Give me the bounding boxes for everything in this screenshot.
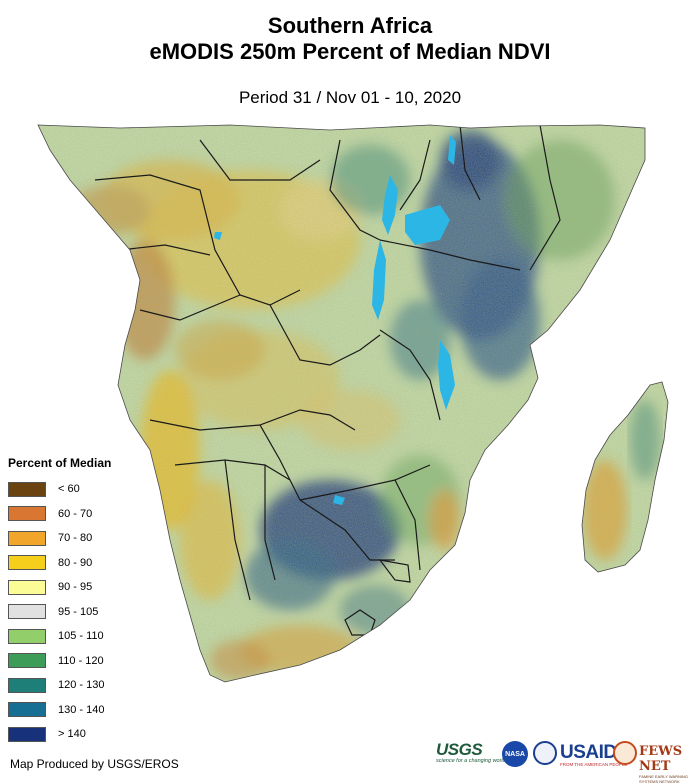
map-credit: Map Produced by USGS/EROS — [10, 757, 179, 771]
madagascar-coast — [581, 381, 669, 573]
legend-swatch — [8, 555, 46, 571]
legend-item: 95 - 105 — [8, 600, 148, 625]
legend-item: 105 - 110 — [8, 624, 148, 649]
legend-swatch — [8, 604, 46, 620]
legend-item: 130 - 140 — [8, 698, 148, 723]
legend-swatch — [8, 702, 46, 718]
fews-seal-icon — [613, 741, 637, 765]
legend-label: 90 - 95 — [58, 581, 93, 594]
usaid-tagline: FROM THE AMERICAN PEOPLE — [560, 762, 628, 767]
ndvi-map — [0, 120, 700, 760]
map-canvas — [37, 124, 669, 683]
legend-swatch — [8, 481, 46, 497]
legend-label: 105 - 110 — [58, 630, 104, 643]
legend-label: 80 - 90 — [58, 556, 93, 569]
legend-swatch — [8, 506, 46, 522]
fews-tagline: FAMINE EARLY WARNING SYSTEMS NETWORK — [639, 774, 689, 784]
legend-item: < 60 — [8, 477, 148, 502]
legend-item: 110 - 120 — [8, 649, 148, 674]
legend-title: Percent of Median — [8, 456, 112, 470]
legend-swatch — [8, 579, 46, 595]
map-period: Period 31 / Nov 01 - 10, 2020 — [238, 88, 462, 107]
legend-label: 60 - 70 — [58, 507, 93, 520]
usgs-tagline: science for a changing world — [436, 758, 506, 764]
legend-swatch — [8, 530, 46, 546]
legend-label: < 60 — [58, 483, 80, 496]
country-borders — [94, 125, 561, 636]
usaid-seal-icon — [533, 741, 557, 765]
usgs-wordmark: USGS — [436, 740, 483, 759]
legend-label: 70 - 80 — [58, 532, 93, 545]
legend-item: 120 - 130 — [8, 673, 148, 698]
legend-label: 95 - 105 — [58, 605, 99, 618]
coastline — [37, 124, 646, 683]
legend-label: 110 - 120 — [58, 654, 104, 667]
usaid-logo: USAID FROM THE AMERICAN PEOPLE — [560, 742, 627, 767]
usgs-logo: USGS science for a changing world — [436, 740, 506, 764]
legend-label: > 140 — [58, 728, 86, 741]
legend: Percent of Median < 60 60 - 70 70 - 80 80 -… — [8, 456, 148, 747]
legend-item: 70 - 80 — [8, 526, 148, 551]
fews-net-logo: FEWS NET FAMINE EARLY WARNING SYSTEMS NE… — [639, 744, 698, 784]
legend-rows: < 60 60 - 70 70 - 80 80 - 90 90 - 95 95 - 105… — [8, 477, 148, 747]
legend-item: 90 - 95 — [8, 575, 148, 600]
legend-item: > 140 — [8, 722, 148, 747]
agency-logos: USGS science for a changing world NASA U… — [436, 738, 698, 784]
usaid-wordmark: USAID — [560, 742, 617, 763]
legend-swatch — [8, 677, 46, 693]
water-bodies — [214, 135, 456, 505]
madagascar — [582, 382, 668, 572]
map-title: Southern Africa — [267, 13, 433, 38]
legend-swatch — [8, 653, 46, 669]
legend-swatch — [8, 726, 46, 742]
legend-item: 60 - 70 — [8, 502, 148, 527]
map-subtitle-product: eMODIS 250m Percent of Median NDVI — [149, 39, 551, 64]
fews-wordmark: FEWS NET — [639, 744, 683, 774]
legend-label: 130 - 140 — [58, 703, 105, 716]
legend-swatch — [8, 628, 46, 644]
legend-label: 120 - 130 — [58, 679, 105, 692]
legend-item: 80 - 90 — [8, 551, 148, 576]
nasa-logo: NASA — [502, 741, 528, 767]
